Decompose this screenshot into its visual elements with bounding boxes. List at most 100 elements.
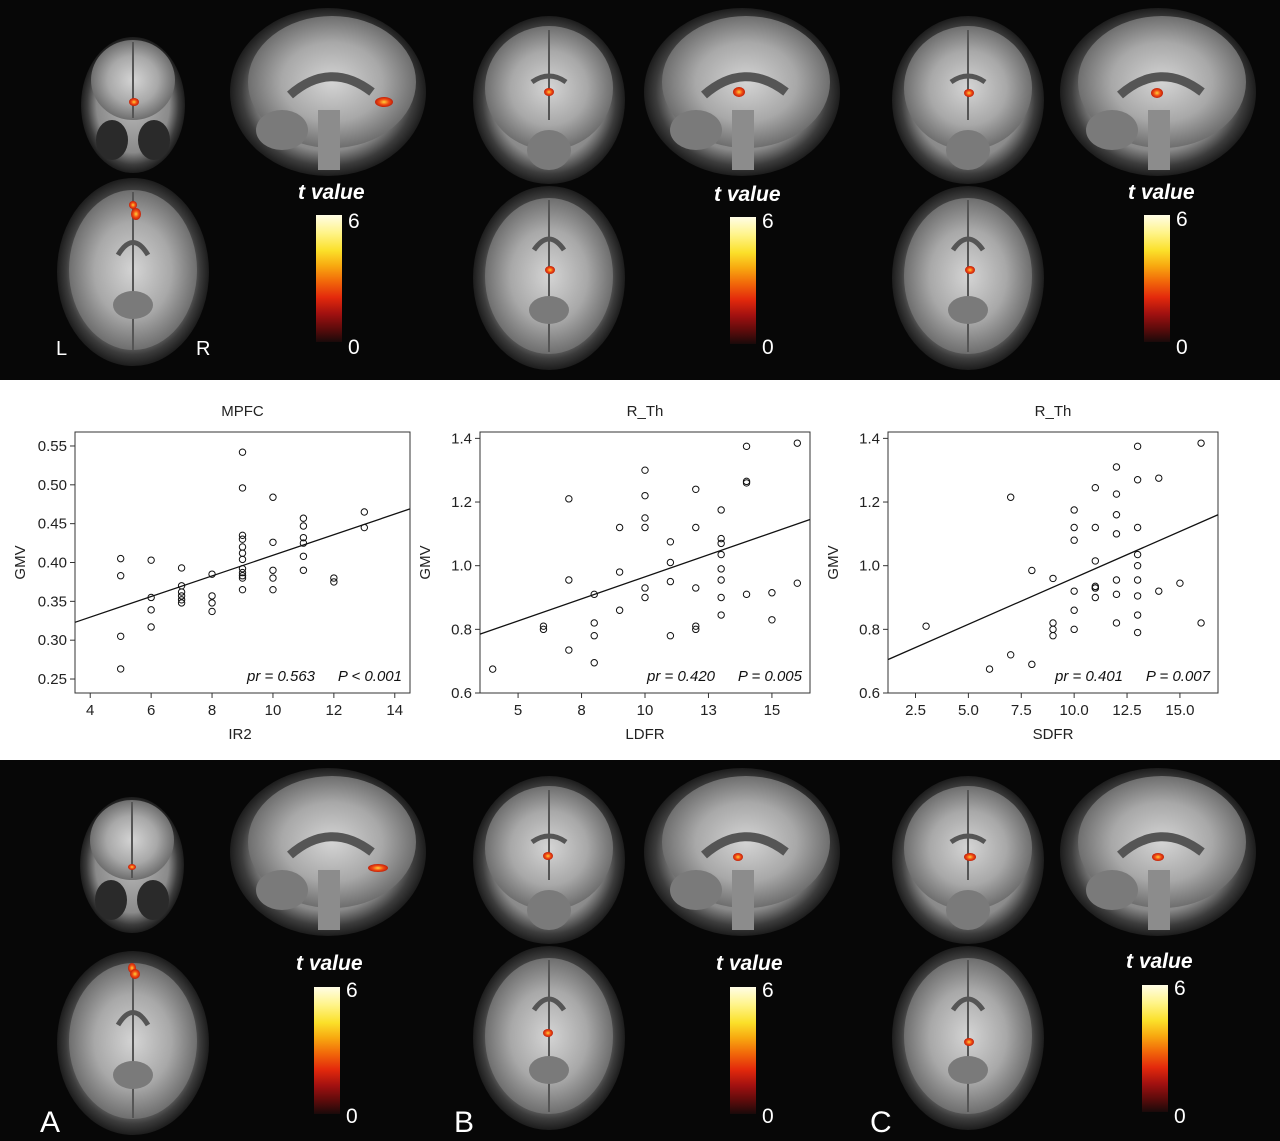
x-tick-label: 7.5	[1011, 702, 1032, 719]
coronal-slice-a-top	[81, 37, 185, 173]
data-point	[1070, 536, 1078, 544]
data-point	[692, 622, 700, 630]
x-axis-label: SDFR	[1033, 726, 1074, 743]
p-value-annotation: P < 0.001	[338, 668, 402, 685]
data-point	[1112, 576, 1121, 584]
data-point	[269, 493, 277, 501]
y-tick-label: 0.40	[38, 555, 67, 572]
data-point	[1133, 576, 1142, 584]
coronal-slice-b-top	[473, 16, 625, 184]
data-point	[177, 564, 186, 572]
data-point	[208, 592, 216, 600]
coronal-slice-c-bottom	[892, 776, 1044, 944]
data-point	[238, 549, 247, 557]
data-point	[238, 572, 247, 580]
data-point	[1070, 625, 1078, 634]
colorbar-max-label: 6	[348, 210, 360, 233]
correlation-annotation: pr = 0.563	[246, 668, 316, 685]
data-point	[717, 539, 725, 548]
data-point	[1197, 619, 1205, 627]
data-point	[717, 550, 725, 559]
axial-slice-c-top	[892, 186, 1044, 370]
data-point	[208, 570, 216, 578]
data-point	[666, 558, 675, 567]
y-axis-label: GMV	[417, 545, 434, 579]
data-point	[1091, 593, 1100, 602]
panel-label-a: A	[40, 1106, 61, 1139]
data-point	[238, 568, 247, 577]
coronal-slice-b-bottom	[473, 776, 625, 944]
colorbar-gradient	[316, 215, 342, 342]
data-point	[147, 623, 155, 631]
data-point	[1155, 587, 1163, 595]
y-tick-label: 0.8	[859, 621, 880, 638]
colorbar-gradient	[730, 987, 756, 1114]
left-orientation-label: L	[56, 338, 68, 360]
colorbar-max-label: 6	[762, 210, 774, 233]
colorbar-max-label: 6	[762, 979, 774, 1002]
axial-slice-a-bottom	[57, 951, 209, 1135]
data-point	[641, 523, 649, 532]
data-point	[565, 646, 573, 654]
y-tick-label: 1.4	[859, 430, 880, 447]
data-point	[565, 576, 573, 584]
panel-label-b: B	[454, 1106, 475, 1139]
scatter-plot-1: MPFC 4 6 8 10 12 14 0.25 0.30 0.35 0.40 0.45 0.50 0.5…	[12, 403, 411, 743]
data-point	[641, 491, 649, 500]
data-point	[692, 485, 700, 493]
data-point	[692, 625, 700, 634]
data-point	[1133, 550, 1142, 559]
x-tick-label: 12	[326, 702, 343, 719]
data-point	[1133, 561, 1142, 570]
data-point	[1112, 490, 1121, 498]
y-tick-label: 0.25	[38, 671, 67, 688]
coronal-slice-c-top	[892, 16, 1044, 184]
data-point	[116, 632, 125, 640]
data-point	[1112, 530, 1121, 538]
data-point	[1112, 511, 1121, 519]
data-point	[666, 632, 675, 640]
y-axis-label: GMV	[12, 545, 29, 579]
data-point	[299, 522, 308, 530]
data-point	[238, 574, 247, 582]
data-point	[1049, 619, 1057, 627]
x-tick-label: 13	[700, 702, 717, 719]
data-point	[330, 578, 338, 586]
data-point	[238, 448, 247, 456]
data-point	[615, 523, 624, 532]
x-tick-label: 6	[147, 702, 155, 719]
top-brain-maps-band: L R t value 6 0 t value 6 0 t value 6 0	[0, 0, 1280, 380]
data-point	[692, 523, 700, 532]
data-point	[147, 556, 155, 564]
y-axis-label: GMV	[825, 545, 842, 579]
data-point	[742, 479, 751, 487]
x-tick-label: 12.5	[1112, 702, 1141, 719]
plot-frame	[887, 431, 1219, 694]
data-point	[641, 514, 649, 522]
plot-title: R_Th	[1035, 403, 1072, 420]
colorbar-gradient	[1144, 215, 1170, 342]
data-point	[1091, 557, 1100, 565]
data-point	[985, 665, 994, 673]
data-point	[1049, 632, 1057, 640]
data-point	[1112, 590, 1121, 599]
data-point	[1070, 506, 1078, 514]
y-tick-label: 1.2	[859, 494, 880, 511]
correlation-annotation: pr = 0.420	[646, 668, 716, 685]
sagittal-slice-b-bottom	[644, 768, 840, 936]
colorbar-min-label: 0	[762, 1105, 774, 1128]
bottom-brain-slices	[57, 768, 1256, 1135]
y-tick-label: 1.2	[451, 494, 472, 511]
data-point	[147, 606, 155, 614]
data-point	[238, 543, 247, 551]
y-tick-label: 0.8	[451, 621, 472, 638]
colorbar-min-label: 0	[1174, 1105, 1186, 1128]
data-point	[717, 565, 725, 573]
sagittal-slice-c-bottom	[1060, 768, 1256, 936]
data-point	[238, 565, 247, 573]
data-point	[539, 622, 548, 630]
data-point	[269, 574, 277, 582]
plot-title: R_Th	[627, 403, 664, 420]
bottom-brain-maps-band: t value 6 0 t value 6 0 t value 6 0 A B …	[0, 760, 1280, 1141]
colorbar-gradient	[314, 987, 340, 1114]
